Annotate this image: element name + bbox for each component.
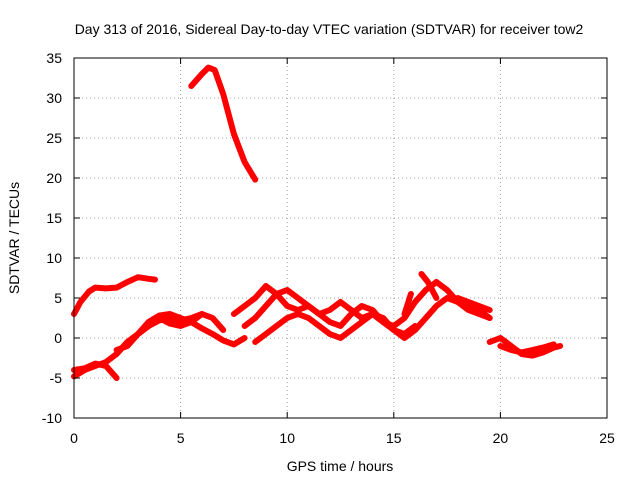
y-tick-label: 10 xyxy=(46,250,62,266)
x-axis-label: GPS time / hours xyxy=(287,458,394,474)
y-tick-labels: -10 -5 0 5 10 15 20 25 30 35 xyxy=(42,50,62,426)
series-line-arc-high xyxy=(188,64,259,183)
x-tick-labels: 0 5 10 15 20 25 xyxy=(70,430,615,446)
series-line-arc-i xyxy=(418,271,440,301)
y-tick-label: 25 xyxy=(46,130,62,146)
series-line-arc-d xyxy=(135,311,227,337)
series-line-arc-j xyxy=(454,295,493,313)
y-axis-label: SDTVAR / TECUs xyxy=(6,182,22,294)
y-tick-label: 20 xyxy=(46,170,62,186)
series-line-arc-early xyxy=(71,274,158,317)
series-line-arc-b xyxy=(71,360,120,381)
y-tick-label: 0 xyxy=(54,330,62,346)
series-line-arc-h xyxy=(401,291,414,317)
x-tick-label: 25 xyxy=(599,430,615,446)
y-tick-label: 30 xyxy=(46,90,62,106)
series-line-arc-f xyxy=(241,287,493,341)
series-line-arc-g xyxy=(252,311,419,345)
plot-frame xyxy=(73,57,608,419)
grid xyxy=(74,58,607,418)
x-tick-label: 10 xyxy=(279,430,295,446)
y-tick-label: -5 xyxy=(50,370,63,386)
x-tick-label: 5 xyxy=(177,430,185,446)
chart-title: Day 313 of 2016, Sidereal Day-to-day VTE… xyxy=(75,21,584,37)
y-tick-label: -10 xyxy=(42,410,62,426)
ticks xyxy=(73,57,608,419)
y-tick-label: 35 xyxy=(46,50,62,66)
y-tick-label: 15 xyxy=(46,210,62,226)
series-line-arc-k xyxy=(486,335,564,359)
x-tick-label: 20 xyxy=(493,430,509,446)
y-tick-label: 5 xyxy=(54,290,62,306)
x-tick-label: 0 xyxy=(70,430,78,446)
series-line-arc-l xyxy=(497,341,557,356)
x-tick-label: 15 xyxy=(386,430,402,446)
series-layer xyxy=(71,64,564,381)
